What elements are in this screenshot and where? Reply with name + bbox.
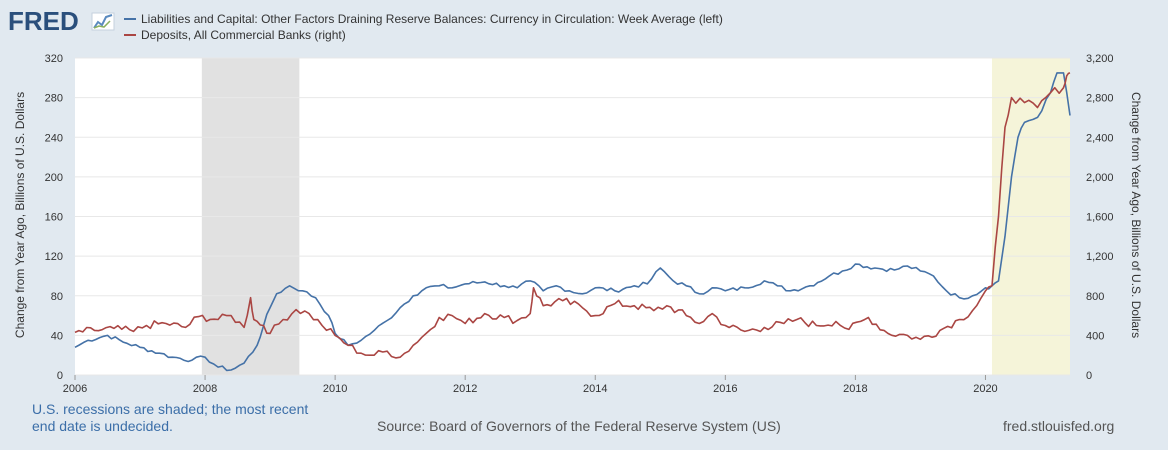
x-tick-label: 2018 xyxy=(843,383,867,395)
y-axis-right-ticks: 0 400 800 1,200 1,600 2,000 2,400 2,800 3,200 xyxy=(1086,53,1114,382)
gridlines xyxy=(75,57,1070,376)
source-url-link[interactable]: fred.stlouisfed.org xyxy=(1003,418,1115,434)
x-tick-label: 2010 xyxy=(323,383,347,395)
x-tick-label: 2012 xyxy=(453,383,477,395)
fred-logo-graph-icon xyxy=(91,12,115,31)
series-line-2 xyxy=(74,72,1071,359)
y-tick-label: 120 xyxy=(45,251,63,263)
y2-tick-label: 2,400 xyxy=(1086,132,1114,144)
y2-tick-label: 3,200 xyxy=(1086,53,1114,65)
x-tick-label: 2020 xyxy=(973,383,997,395)
fred-logo-text: FRED xyxy=(8,6,79,36)
y-tick-label: 320 xyxy=(45,53,63,65)
series-lines xyxy=(74,72,1071,372)
x-axis-ticks: 2006 2008 2010 2012 2014 2016 2018 2020 xyxy=(63,375,998,395)
y-tick-label: 160 xyxy=(45,212,63,224)
y2-tick-label: 2,000 xyxy=(1086,172,1114,184)
source-text: Source: Board of Governors of the Federa… xyxy=(377,418,781,434)
y2-tick-label: 800 xyxy=(1086,291,1104,303)
legend: Liabilities and Capital: Other Factors D… xyxy=(124,12,723,42)
y2-tick-label: 0 xyxy=(1086,370,1092,382)
y-axis-right-title: Change from Year Ago, Billions of U.S. D… xyxy=(1129,92,1143,338)
y-tick-label: 280 xyxy=(45,93,63,105)
x-tick-label: 2008 xyxy=(193,383,217,395)
y-tick-label: 200 xyxy=(45,172,63,184)
y-tick-label: 240 xyxy=(45,132,63,144)
y2-tick-label: 400 xyxy=(1086,330,1104,342)
y2-tick-label: 2,800 xyxy=(1086,93,1114,105)
y-axis-left-title: Change from Year Ago, Billions of U.S. D… xyxy=(13,92,27,338)
legend-label-series-2: Deposits, All Commercial Banks (right) xyxy=(141,28,346,42)
legend-label-series-1: Liabilities and Capital: Other Factors D… xyxy=(141,12,723,26)
x-tick-label: 2016 xyxy=(713,383,737,395)
series-line-1 xyxy=(74,72,1071,372)
y2-tick-label: 1,200 xyxy=(1086,251,1114,263)
y-tick-label: 40 xyxy=(51,330,63,342)
x-tick-label: 2014 xyxy=(583,383,607,395)
y-axis-left-ticks: 0 40 80 120 160 200 240 280 320 xyxy=(45,53,63,382)
recession-note: U.S. recessions are shaded; the most rec… xyxy=(32,401,309,434)
legend-item-series-2[interactable]: Deposits, All Commercial Banks (right) xyxy=(124,28,346,42)
y-tick-label: 0 xyxy=(57,370,63,382)
legend-item-series-1[interactable]: Liabilities and Capital: Other Factors D… xyxy=(124,12,723,26)
y-tick-label: 80 xyxy=(51,291,63,303)
fred-logo[interactable]: FRED xyxy=(8,6,115,36)
x-tick-label: 2006 xyxy=(63,383,87,395)
y2-tick-label: 1,600 xyxy=(1086,212,1114,224)
